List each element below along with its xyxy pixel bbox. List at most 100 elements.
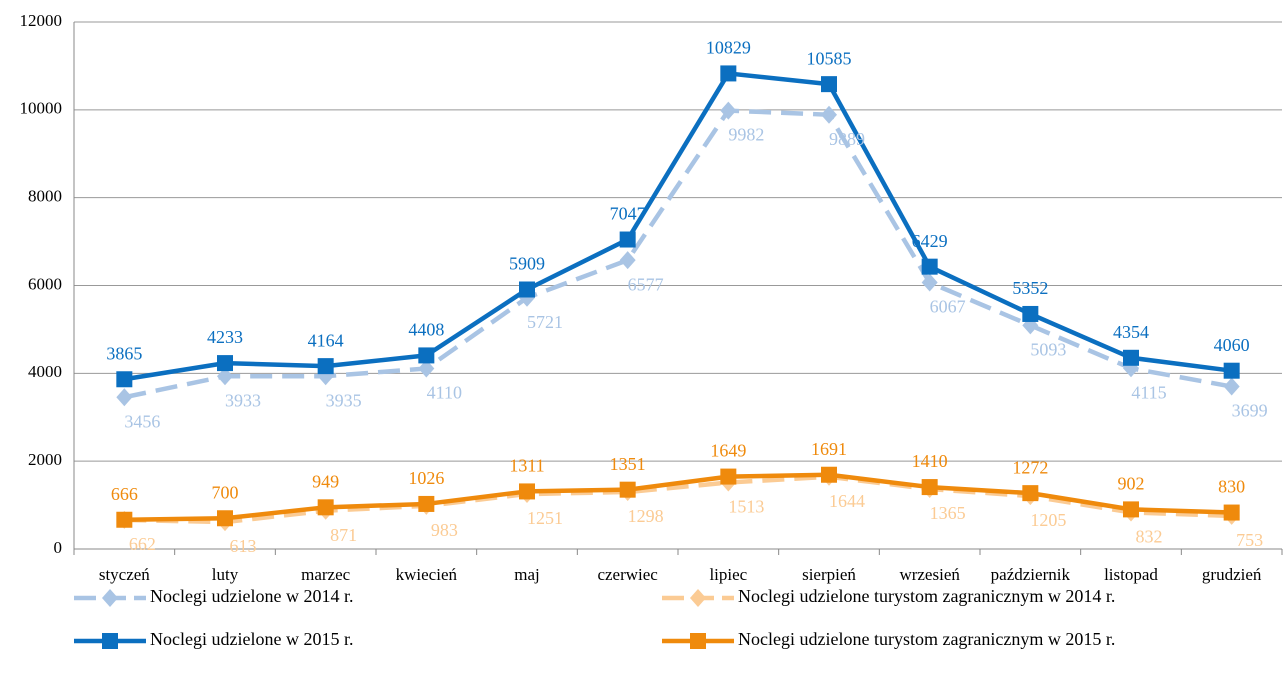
- legend-marker: [690, 633, 706, 649]
- data-label: 4233: [207, 327, 243, 347]
- point: [217, 510, 233, 527]
- data-label: 700: [212, 482, 239, 502]
- point: [1223, 377, 1240, 396]
- point: [217, 355, 233, 372]
- data-label: 4164: [308, 330, 344, 350]
- point: [720, 65, 737, 82]
- point: [1022, 305, 1039, 322]
- data-label: 6577: [628, 274, 664, 294]
- series-line: [123, 71, 1232, 382]
- x-tick-label: czerwiec: [597, 565, 658, 584]
- point: [116, 388, 133, 407]
- y-tick-label: 8000: [28, 187, 62, 206]
- data-label: 4060: [1214, 335, 1250, 355]
- data-label: 662: [129, 534, 156, 554]
- point: [418, 347, 435, 364]
- data-label: 1410: [912, 451, 948, 471]
- point: [418, 495, 435, 512]
- legend-label: Noclegi udzielone w 2014 r.: [150, 586, 353, 606]
- y-tick-label: 10000: [20, 99, 63, 118]
- data-label: 5093: [1030, 339, 1066, 359]
- data-label: 1644: [829, 491, 865, 511]
- point: [1123, 501, 1139, 518]
- series-line: [124, 472, 1232, 523]
- point: [116, 511, 133, 528]
- point: [921, 273, 938, 292]
- y-tick-label: 4000: [28, 362, 62, 381]
- data-label: 1691: [811, 439, 847, 459]
- point: [821, 105, 837, 124]
- data-label: 10829: [706, 38, 751, 58]
- data-label: 832: [1136, 527, 1163, 547]
- data-label: 613: [230, 536, 257, 556]
- data-label: 3935: [326, 390, 362, 410]
- point: [619, 481, 636, 498]
- point: [720, 468, 737, 485]
- data-label: 1365: [930, 503, 966, 523]
- y-tick-label: 2000: [28, 450, 62, 469]
- data-label: 1649: [710, 441, 746, 461]
- x-tick-label: styczeń: [99, 565, 150, 584]
- point: [720, 101, 737, 120]
- data-label: 4110: [427, 383, 462, 403]
- x-tick-label: luty: [212, 565, 239, 584]
- data-label: 6429: [912, 231, 948, 251]
- data-label: 983: [431, 520, 458, 540]
- data-label: 666: [111, 484, 138, 504]
- point: [418, 359, 435, 378]
- legend-marker: [102, 589, 118, 607]
- point: [1022, 485, 1039, 502]
- data-label: 4115: [1131, 382, 1166, 402]
- data-label: 1298: [628, 506, 664, 526]
- point: [619, 231, 636, 248]
- data-label: 9889: [829, 129, 865, 149]
- data-label: 1272: [1012, 457, 1048, 477]
- data-label: 1205: [1030, 510, 1066, 530]
- point: [921, 258, 938, 275]
- data-label: 3699: [1232, 401, 1268, 421]
- x-tick-label: listopad: [1104, 565, 1158, 584]
- data-label: 5721: [527, 312, 563, 332]
- legend-label: Noclegi udzielone w 2015 r.: [150, 629, 353, 649]
- data-label: 6067: [930, 297, 966, 317]
- point: [619, 251, 636, 270]
- point: [116, 371, 133, 388]
- data-label: 4354: [1113, 322, 1149, 342]
- data-label: 7047: [610, 204, 646, 224]
- data-label: 1351: [610, 454, 646, 474]
- x-tick-label: sierpień: [802, 565, 856, 584]
- x-tick-label: lipiec: [709, 565, 747, 584]
- point: [317, 358, 334, 375]
- point: [1123, 349, 1139, 366]
- data-label: 10585: [807, 48, 852, 68]
- data-label: 1251: [527, 508, 563, 528]
- point: [921, 479, 938, 496]
- point: [1223, 504, 1240, 521]
- y-tick-label: 6000: [28, 274, 62, 293]
- series-line: [124, 474, 1232, 525]
- data-label: 1513: [728, 497, 764, 517]
- y-tick-label: 12000: [20, 11, 63, 30]
- data-label: 902: [1118, 474, 1145, 494]
- point: [821, 76, 837, 93]
- x-tick-label: maj: [514, 565, 540, 584]
- point: [821, 466, 837, 483]
- legend-label: Noclegi udzielone turystom zagranicznym …: [738, 629, 1115, 649]
- data-label: 3456: [124, 411, 160, 431]
- y-tick-label: 0: [54, 538, 63, 557]
- series-line: [123, 108, 1233, 400]
- point: [1223, 362, 1240, 379]
- data-label: 1026: [408, 468, 444, 488]
- data-label: 9982: [728, 125, 764, 145]
- data-label: 753: [1236, 530, 1263, 550]
- legend-marker: [690, 589, 706, 607]
- data-label: 871: [330, 525, 357, 545]
- data-label: 830: [1218, 477, 1245, 497]
- point: [519, 483, 535, 500]
- data-label: 5352: [1012, 278, 1048, 298]
- data-label: 3865: [106, 343, 142, 363]
- legend-marker: [102, 633, 118, 649]
- point: [317, 499, 334, 516]
- point: [519, 281, 535, 298]
